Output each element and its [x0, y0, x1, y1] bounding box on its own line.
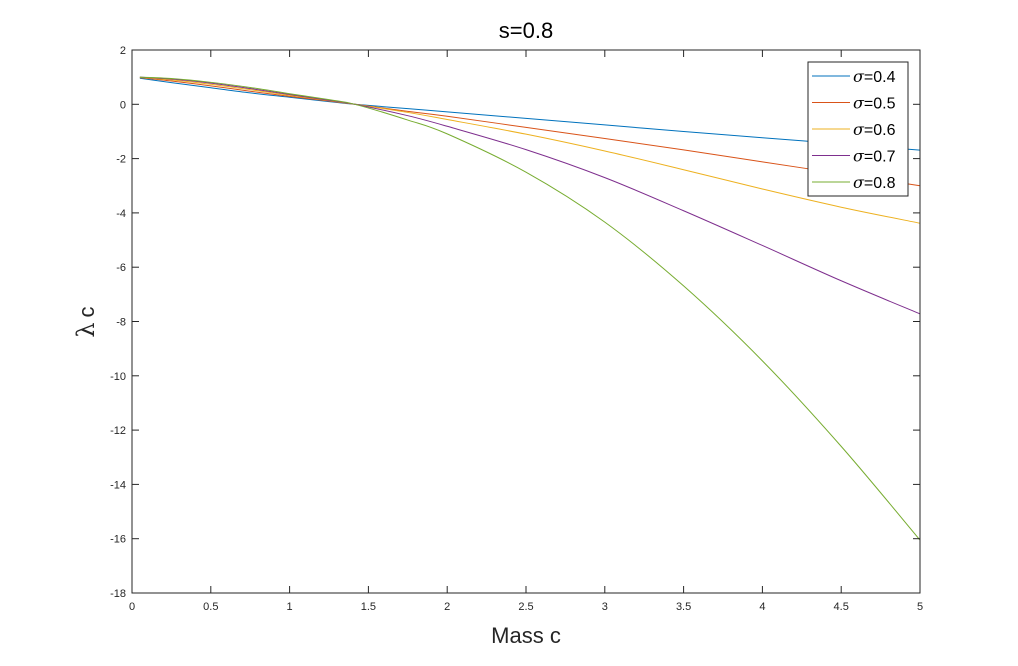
tick-layer: 0 0.5 1 1.5 2 2.5 3 3.5 4 4.5 5 2 0 -2 -4 -6 -8 -10 -12 -14…	[110, 45, 923, 613]
x-tick-label: 3	[602, 601, 608, 613]
series-line-5	[139, 76, 921, 541]
x-tick-label: 2.5	[518, 601, 533, 613]
y-axis-label-subscript: c	[74, 307, 99, 318]
legend-entry-value: =0.5	[864, 96, 896, 113]
legend-entry-symbol: σ	[853, 120, 865, 139]
y-tick-label: -4	[116, 208, 126, 220]
y-tick-label: -2	[116, 154, 126, 166]
y-tick-label: -14	[110, 479, 126, 491]
legend-entry: σ=0.6	[853, 120, 896, 139]
legend-entry: σ=0.5	[853, 94, 896, 113]
legend-entry-symbol: σ	[853, 147, 865, 166]
x-tick-label: 1.5	[361, 601, 376, 613]
legend-entry: σ=0.4	[853, 67, 896, 86]
y-axis-label-symbol: λ	[72, 322, 100, 337]
legend-entry-symbol: σ	[853, 173, 865, 192]
legend: σ=0.4σ=0.5σ=0.6σ=0.7σ=0.8	[807, 61, 909, 197]
y-axis-label: λ c	[72, 307, 100, 338]
chart-title: s=0.8	[499, 18, 553, 43]
y-tick-label: -10	[110, 371, 126, 383]
legend-entry-symbol: σ	[853, 67, 865, 86]
legend-entry: σ=0.7	[853, 147, 896, 166]
series-line-4	[139, 76, 921, 315]
y-tick-label: -12	[110, 425, 126, 437]
x-tick-label: 1	[287, 601, 293, 613]
y-tick-label: 0	[120, 99, 126, 111]
legend-entry-value: =0.8	[864, 175, 896, 192]
series-line-1	[139, 77, 921, 151]
legend-entry-value: =0.6	[864, 122, 896, 139]
legend-entry: σ=0.8	[853, 173, 896, 192]
x-tick-label: 0	[129, 601, 135, 613]
y-tick-label: -16	[110, 534, 126, 546]
series-layer	[139, 76, 921, 541]
x-tick-label: 2	[444, 601, 450, 613]
x-tick-label: 5	[917, 601, 923, 613]
x-tick-label: 4	[759, 601, 765, 613]
y-tick-label: -6	[116, 262, 126, 274]
plot-box	[131, 49, 921, 594]
legend-entry-symbol: σ	[853, 94, 865, 113]
y-tick-label: -18	[110, 588, 126, 600]
plot-area	[132, 50, 920, 593]
x-tick-label: 0.5	[203, 601, 218, 613]
legend-entry-value: =0.7	[864, 149, 896, 166]
series-line-2	[139, 77, 921, 187]
y-tick-label: -8	[116, 317, 126, 329]
x-tick-label: 4.5	[834, 601, 849, 613]
legend-entry-value: =0.4	[864, 69, 896, 86]
x-axis-label: Mass c	[491, 623, 561, 648]
series-line-3	[139, 76, 921, 224]
y-tick-label: 2	[120, 45, 126, 57]
x-tick-label: 3.5	[676, 601, 691, 613]
